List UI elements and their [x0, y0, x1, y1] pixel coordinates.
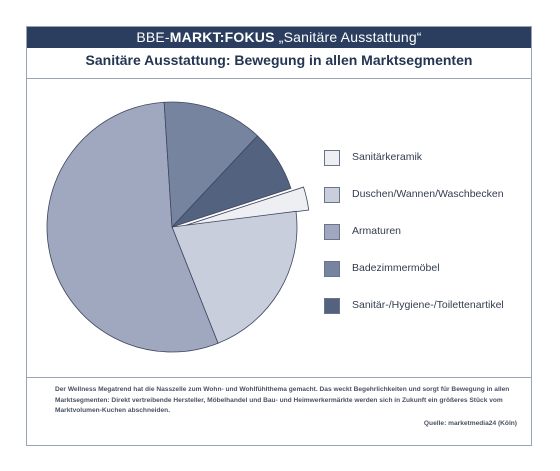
legend-swatch	[324, 298, 340, 314]
pie-slice-2	[46, 101, 219, 353]
legend-label: Sanitär-/Hygiene-/Toilettenartikel	[352, 299, 504, 311]
header-brand: MARKT:FOKUS	[169, 29, 275, 45]
pie-slice-4	[171, 135, 292, 228]
chart-title: Sanitäre Ausstattung: Bewegung in allen …	[85, 52, 473, 68]
source-note: Quelle: marketmedia24 (Köln)	[423, 420, 517, 427]
legend-swatch	[324, 224, 340, 240]
header-banner: BBE-MARKT:FOKUS „Sanitäre Ausstattung“	[27, 27, 531, 48]
legend-label: Badezimmermöbel	[352, 262, 440, 274]
pie-slice-1	[171, 210, 298, 344]
pie-slice-0	[184, 186, 310, 227]
pie-slice-3	[163, 101, 259, 228]
caption-text: Der Wellness Megatrend hat die Nasszelle…	[55, 386, 510, 414]
infographic-frame: BBE-MARKT:FOKUS „Sanitäre Ausstattung“ S…	[26, 26, 532, 446]
legend-label: Duschen/Wannen/Waschbecken	[352, 188, 504, 200]
legend-swatch	[324, 150, 340, 166]
legend-label: Armaturen	[352, 225, 402, 237]
header-topic: „Sanitäre Ausstattung“	[278, 29, 422, 45]
legend-swatch	[324, 187, 340, 203]
legend-label: Sanitärkeramik	[352, 151, 423, 163]
pie-chart	[46, 101, 310, 353]
legend-swatch	[324, 261, 340, 277]
divider-bottom	[27, 377, 531, 378]
header-prefix: BBE-	[136, 29, 170, 45]
divider-top	[27, 78, 531, 79]
